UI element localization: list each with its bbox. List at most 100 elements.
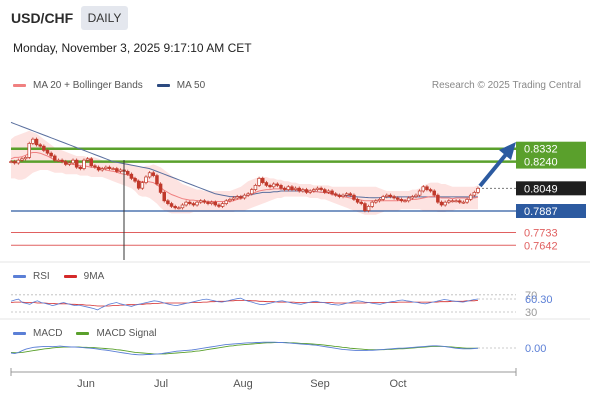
candle-body: [377, 199, 382, 202]
candle-body: [333, 193, 338, 196]
candle-body: [67, 162, 72, 165]
candle-body: [359, 201, 364, 204]
candle-body: [96, 166, 101, 171]
candle-body: [82, 159, 86, 169]
candle-body: [71, 159, 75, 164]
candle-body: [417, 190, 422, 196]
candle-body: [60, 159, 64, 162]
candle-body: [425, 186, 429, 190]
candle-body: [198, 200, 203, 203]
level-label-current: 0.8049: [524, 183, 558, 195]
candle-body: [217, 204, 221, 207]
level-lines: [11, 147, 516, 246]
candle-body: [315, 187, 320, 190]
candle-body: [242, 194, 247, 199]
legend-ma20-label: MA 20 + Bollinger Bands: [33, 80, 143, 91]
candle-body: [468, 194, 473, 200]
candle-body: [410, 196, 415, 199]
candle-body: [279, 185, 283, 189]
candle-body: [206, 201, 210, 204]
candle-body: [465, 199, 469, 203]
candle-body: [104, 166, 108, 169]
candle-body: [34, 138, 39, 146]
rsi-swatch: [13, 275, 26, 278]
candle-body: [352, 194, 356, 200]
candle-body: [89, 158, 94, 167]
candle-body: [158, 183, 163, 193]
rsi-tick-label: 30: [525, 307, 537, 319]
candle-body: [395, 197, 400, 200]
candle-body: [428, 189, 433, 192]
candle-body: [213, 201, 218, 206]
candle-body: [472, 192, 477, 196]
candle-body: [209, 201, 214, 204]
macd-swatch: [13, 332, 26, 335]
candle-body: [344, 193, 349, 196]
ma20-swatch: [13, 84, 26, 87]
candle-body: [133, 178, 137, 182]
candle-body: [286, 186, 291, 190]
rsi-tick-label: 60.30: [525, 294, 553, 306]
candle-body: [348, 193, 353, 196]
candle-body: [421, 186, 426, 192]
rsi-tick-label: 70: [525, 290, 537, 302]
candle-body: [381, 196, 385, 200]
level-label-resistance: 0.8332: [524, 144, 558, 156]
legend-rsi: RSI: [13, 271, 50, 282]
level-badge-support: [516, 204, 586, 218]
candle-body: [93, 165, 97, 168]
candle-body: [9, 161, 13, 163]
candle-body: [399, 199, 404, 202]
candle-body: [282, 187, 287, 190]
candle-body: [85, 158, 90, 161]
x-tick-label: Oct: [389, 378, 406, 390]
x-tick-label: Jun: [77, 378, 95, 390]
candles: [9, 137, 480, 213]
x-tick-label: Sep: [310, 378, 330, 390]
candle-body: [447, 200, 451, 203]
level-label-target: 0.7642: [524, 240, 558, 252]
candle-body: [253, 185, 258, 190]
rsi-legend: RSI 9MA: [13, 271, 118, 282]
timeframe-badge[interactable]: DAILY: [81, 6, 128, 30]
candle-body: [177, 207, 181, 210]
candle-body: [355, 199, 360, 203]
bollinger-band: [11, 130, 478, 215]
candle-body: [308, 190, 312, 193]
candle-body: [323, 189, 327, 193]
legend-macd-label: MACD: [33, 328, 63, 339]
candle-body: [173, 206, 177, 209]
candle-body: [155, 175, 159, 185]
candle-body: [12, 161, 17, 164]
candle-body: [297, 187, 301, 192]
legend-ma20: MA 20 + Bollinger Bands: [13, 80, 143, 91]
candle-body: [74, 159, 79, 168]
legend-macd: MACD: [13, 328, 62, 339]
candle-body: [392, 196, 396, 199]
candle-body: [406, 197, 411, 202]
forecast-arrow-shaft: [478, 150, 510, 188]
macd-line: [10, 341, 479, 356]
macd-signal-swatch: [76, 332, 90, 335]
credit-text: Research © 2025 Trading Central: [431, 80, 581, 91]
level-label-target: 0.7733: [524, 228, 558, 240]
candle-body: [147, 172, 152, 178]
symbol-title: USD/CHF: [11, 10, 74, 26]
level-badge-resistance: [516, 154, 586, 169]
candle-body: [231, 197, 236, 200]
candle-body: [184, 201, 188, 206]
candle-body: [16, 159, 21, 164]
candle-body: [432, 190, 436, 196]
candle-body: [436, 194, 440, 203]
candle-body: [140, 182, 145, 189]
candle-body: [250, 189, 254, 195]
candle-body: [439, 201, 444, 206]
x-tick-label: Jul: [154, 378, 168, 390]
x-tick-label: Aug: [233, 378, 253, 390]
candle-body: [144, 176, 148, 183]
candle-body: [78, 166, 83, 169]
datetime-label: Monday, November 3, 2025 9:17:10 AM CET: [13, 41, 252, 55]
candle-body: [111, 168, 115, 170]
legend-rsi-ma-label: 9MA: [83, 271, 105, 282]
candle-body: [319, 187, 323, 190]
